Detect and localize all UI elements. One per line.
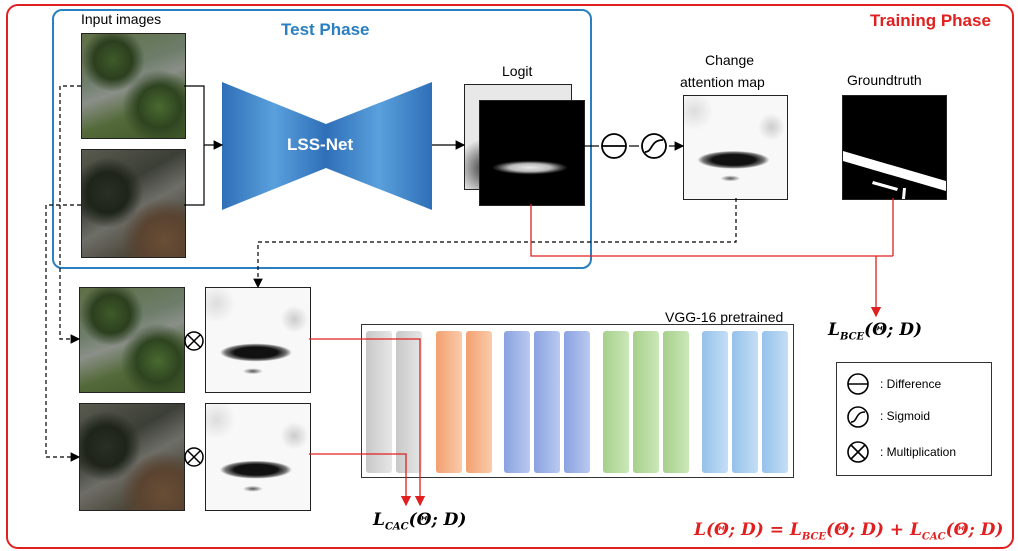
attention-map-lower-1 — [205, 287, 311, 393]
vgg-layer-green — [663, 331, 689, 473]
logit-map — [479, 100, 585, 206]
groundtruth-label: Groundtruth — [847, 72, 922, 88]
test-phase-frame — [52, 9, 592, 269]
training-phase-label: Training Phase — [870, 11, 991, 30]
test-phase-label: Test Phase — [281, 20, 370, 39]
attention-map-lower-2 — [205, 403, 311, 511]
input-images-label: Input images — [81, 11, 162, 27]
difference-icon — [601, 133, 627, 159]
network-label: LSS-Net — [287, 135, 354, 154]
sigmoid-icon — [641, 133, 667, 159]
sigmoid-icon — [847, 406, 869, 428]
vgg-layer-orange — [466, 331, 492, 473]
loss-bce: LBCE(Θ; D) — [828, 320, 923, 343]
vgg-layer-blue — [534, 331, 560, 473]
change-attention-map — [683, 95, 788, 200]
groundtruth-map — [842, 95, 947, 200]
change-attention-label-line2: attention map — [680, 74, 765, 90]
vgg-layer-blue — [564, 331, 590, 473]
legend-label-difference: : Difference — [880, 377, 942, 391]
legend-label-sigmoid: : Sigmoid — [880, 409, 931, 423]
training-phase-frame — [6, 4, 1014, 549]
difference-icon — [847, 373, 869, 395]
multiplication-icon — [847, 441, 869, 463]
vgg-layer-gray — [366, 331, 392, 473]
vgg-layer-lightblue — [702, 331, 728, 473]
vgg-layer-green — [603, 331, 629, 473]
multiplication-icon — [184, 447, 204, 467]
vgg-layer-gray — [396, 331, 422, 473]
loss-cac: LCAC(Θ; D) — [373, 510, 467, 533]
multiplication-icon — [184, 331, 204, 351]
input-image-t2 — [81, 149, 186, 258]
lss-net-block — [222, 82, 432, 210]
vgg-layer-orange — [436, 331, 462, 473]
vgg-label: VGG-16 pretrained — [665, 309, 784, 325]
legend-label-multiplication: : Multiplication — [880, 445, 957, 459]
vgg-layer-green — [633, 331, 659, 473]
change-attention-label-line1: Change — [705, 52, 755, 68]
vgg-layer-lightblue — [732, 331, 758, 473]
logit-label: Logit — [502, 63, 533, 79]
vgg-layer-lightblue — [762, 331, 788, 473]
vgg-frame — [361, 324, 794, 478]
vgg-layer-blue — [504, 331, 530, 473]
total-loss: L(Θ; D) = LBCE(Θ; D) + LCAC(Θ; D) — [694, 520, 1004, 543]
